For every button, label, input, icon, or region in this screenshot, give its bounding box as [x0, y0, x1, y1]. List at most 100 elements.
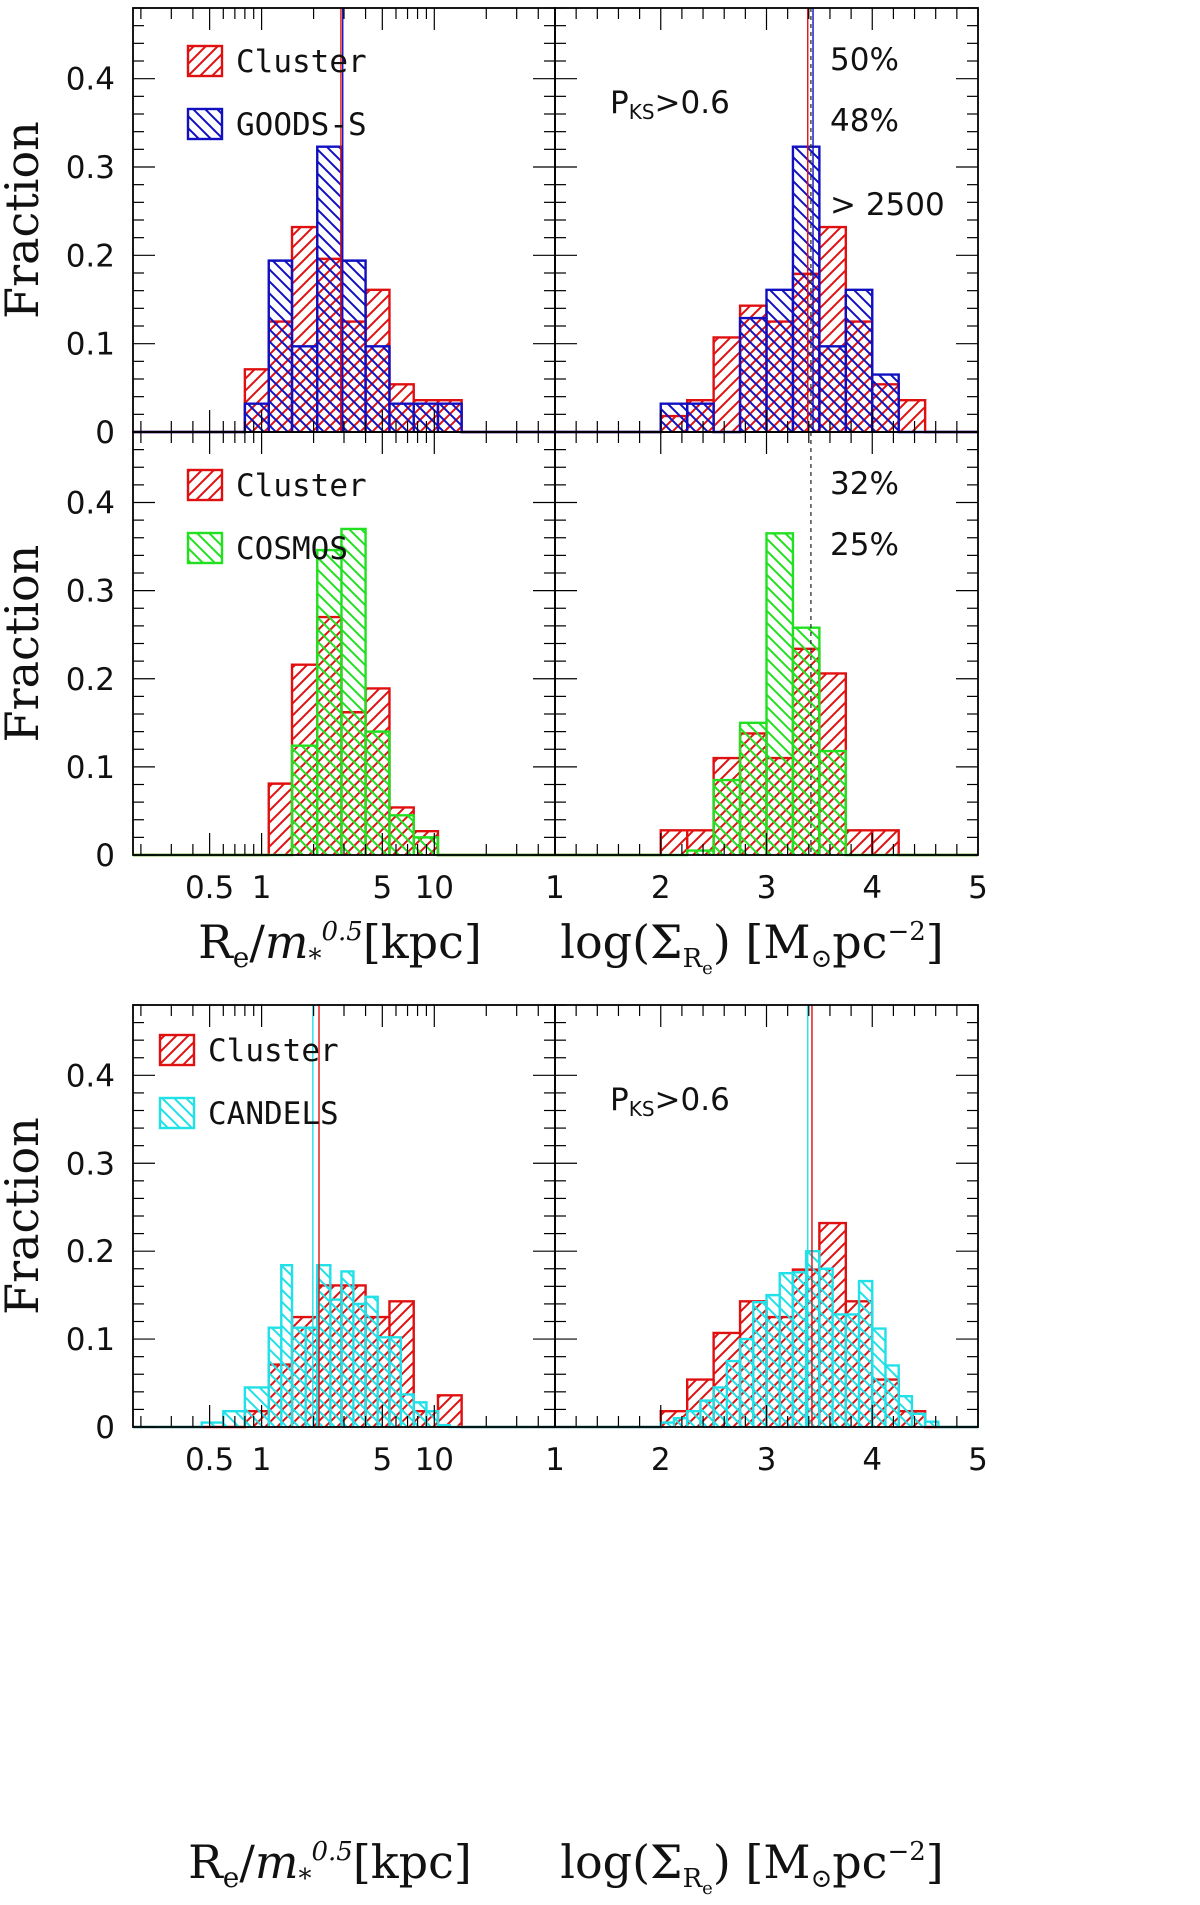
- bar: [766, 533, 793, 855]
- bar: [201, 1422, 224, 1427]
- series-goods-s: [133, 145, 555, 434]
- annotation: PKS>0.6: [610, 1082, 730, 1121]
- bar: [660, 830, 688, 855]
- x-tick-label: 1: [252, 1442, 272, 1478]
- x-title-part: ): [713, 915, 746, 969]
- legend-label: COSMOS: [236, 531, 348, 567]
- y-tick-label: 0.1: [66, 750, 115, 786]
- bar: [244, 1387, 269, 1427]
- legend-label: Cluster: [208, 1033, 339, 1069]
- legend-entry: Cluster: [158, 1033, 339, 1069]
- x-tick-label: 3: [757, 870, 777, 906]
- annotation: 48%: [830, 103, 899, 139]
- bar: [687, 850, 714, 855]
- bar: [292, 745, 318, 855]
- series-cosmos: [555, 532, 978, 857]
- legend-entry: Cluster: [186, 468, 367, 504]
- y-tick-label: 0.2: [66, 662, 115, 698]
- bar: [341, 260, 366, 432]
- legend-swatch: [186, 44, 224, 78]
- y-tick-label: 0.1: [66, 1322, 115, 1358]
- x-title-part: *: [299, 1864, 312, 1894]
- x-title-part: R: [188, 1835, 224, 1889]
- y-tick-label: 0: [95, 838, 115, 874]
- bar: [426, 1411, 438, 1427]
- bar: [377, 1337, 390, 1427]
- histogram-outline: [133, 1264, 555, 1429]
- annotation: 25%: [830, 527, 899, 563]
- panel-top-right: PKS>0.6 50% 48% > 2500: [554, 7, 979, 434]
- legend-entry: CANDELS: [158, 1096, 339, 1132]
- x-axis-title-right: log(ΣRe) [M⊙pc−2]: [560, 1835, 943, 1899]
- bar: [898, 400, 926, 432]
- bar: [713, 1387, 727, 1427]
- legend-swatch: [186, 531, 224, 565]
- bar: [317, 146, 342, 432]
- legend-label: GOODS-S: [236, 107, 367, 143]
- legend-label: Cluster: [236, 44, 367, 80]
- annotation-text: P: [610, 1082, 629, 1118]
- y-tick-label: 0.3: [66, 150, 115, 186]
- bar: [400, 1394, 414, 1427]
- x-title-part: [M: [745, 1835, 810, 1889]
- bar: [726, 1361, 741, 1427]
- y-axis-title: Fraction: [0, 545, 49, 743]
- x-tick-label: 1: [545, 1442, 565, 1478]
- bar: [819, 1268, 833, 1427]
- x-tick-label: 1: [252, 870, 272, 906]
- x-title-part: [M: [745, 915, 810, 969]
- bar: [389, 815, 414, 855]
- annotation: PKS>0.6: [610, 85, 730, 124]
- bar: [792, 627, 820, 855]
- bar: [281, 1265, 293, 1427]
- bar: [713, 780, 741, 855]
- panel-bottom-right: 1 2 3 4 5 PKS>0.6: [545, 1004, 988, 1478]
- annotation: 32%: [830, 466, 899, 502]
- bar: [806, 1251, 820, 1427]
- y-axis-title: Fraction: [0, 121, 49, 319]
- x-tick-label: 5: [968, 1442, 988, 1478]
- y-tick-label: 0.4: [66, 62, 115, 98]
- x-title-part: e: [233, 941, 250, 974]
- legend-swatch: [186, 107, 224, 141]
- bar: [792, 1272, 807, 1427]
- x-title-part: m: [265, 915, 309, 969]
- x-tick-label: 5: [372, 870, 392, 906]
- series-candels: [555, 1249, 978, 1429]
- x-title-part: −2: [887, 1837, 925, 1867]
- x-title-part: *: [309, 944, 322, 974]
- x-tick-label: 0.5: [185, 1442, 234, 1478]
- legend-entry: COSMOS: [186, 531, 348, 567]
- x-title-part: ⊙: [810, 1864, 832, 1894]
- panel-top-left: 0 0.1 0.2 0.3 0.4 Fraction Cluster GOODS-S: [0, 7, 556, 451]
- annotation-text: P: [610, 85, 629, 121]
- annotation-after: >0.6: [655, 1082, 730, 1118]
- bar: [365, 1296, 378, 1427]
- x-title-part: /: [239, 1835, 255, 1889]
- legend-label: Cluster: [236, 468, 367, 504]
- legend-swatch: [158, 1033, 196, 1067]
- x-tick-label: 10: [415, 870, 454, 906]
- bar: [885, 1365, 899, 1427]
- y-tick-label: 0.3: [66, 574, 115, 610]
- annotation-sub: KS: [629, 100, 655, 124]
- bar: [819, 751, 846, 855]
- annotation: 50%: [830, 42, 899, 78]
- x-tick-label: 5: [372, 1442, 392, 1478]
- bar: [389, 403, 414, 432]
- x-axis-title-left: Re/m*0.5[kpc]: [198, 915, 482, 974]
- x-title-part: [kpc]: [363, 915, 482, 969]
- histogram-outline: [555, 145, 978, 434]
- bar: [330, 1299, 342, 1427]
- bar: [832, 1314, 846, 1427]
- y-tick-label: 0.4: [66, 1058, 115, 1094]
- x-title-part: 0.5: [312, 1837, 353, 1867]
- bar: [687, 403, 714, 432]
- bar: [413, 1402, 427, 1427]
- x-tick-label: 2: [651, 870, 671, 906]
- x-title-part: m: [255, 1835, 299, 1889]
- bar: [317, 550, 342, 855]
- histogram-outline: [555, 532, 978, 857]
- bar: [687, 1411, 701, 1427]
- bar: [845, 1314, 860, 1427]
